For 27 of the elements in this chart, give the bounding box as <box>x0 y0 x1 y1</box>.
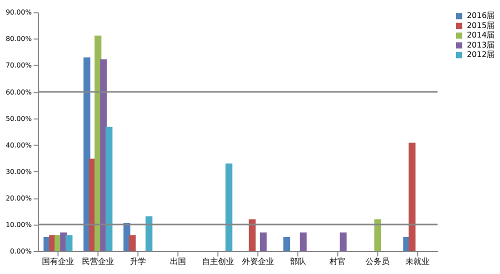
bar <box>146 216 152 252</box>
x-tick-label: 出国 <box>170 257 186 266</box>
bar <box>374 219 382 252</box>
x-tick-label: 部队 <box>290 257 306 266</box>
bar <box>128 235 136 252</box>
x-tick-label: 民营企业 <box>82 257 114 266</box>
bar <box>340 232 347 252</box>
x-tick-label: 升学 <box>130 257 146 266</box>
legend-label: 2016届 <box>466 11 495 20</box>
legend-label: 2015届 <box>466 20 495 30</box>
x-tick-label: 自主创业 <box>202 257 234 266</box>
x-tick-label: 外资企业 <box>242 257 274 266</box>
x-tick-label: 村官 <box>328 257 346 266</box>
x-tick-label: 未就业 <box>406 257 430 266</box>
bar <box>106 126 112 252</box>
legend-label: 2012届 <box>466 50 495 60</box>
bar <box>225 163 232 252</box>
bar <box>283 236 290 252</box>
legend-label: 2014届 <box>466 30 495 40</box>
legend-label: 2013届 <box>466 40 495 50</box>
x-tick-label: 国有企业 <box>42 257 74 266</box>
bar <box>248 219 256 252</box>
bar <box>300 232 307 252</box>
bar <box>66 235 72 252</box>
bar <box>408 142 416 252</box>
x-tick-label: 公务员 <box>366 257 390 266</box>
bar <box>260 232 267 252</box>
